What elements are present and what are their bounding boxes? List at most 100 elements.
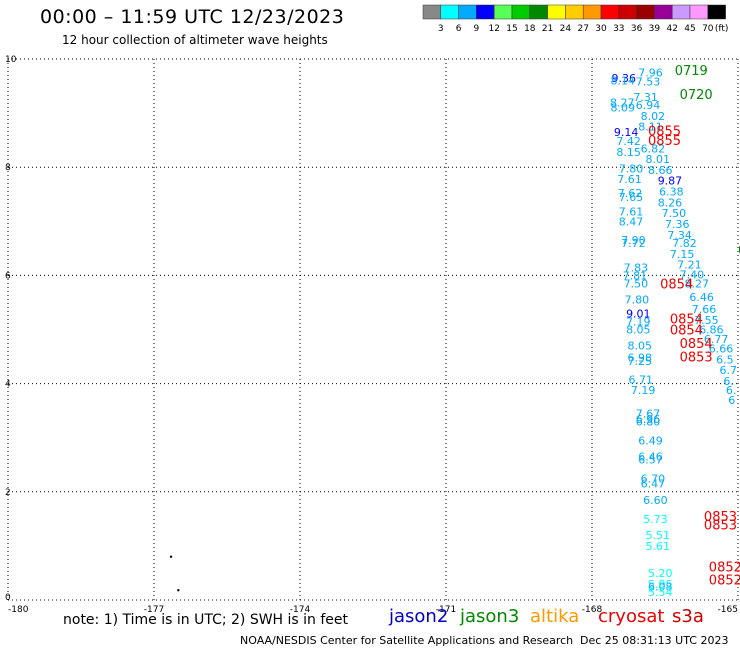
color-scale-label: 15 <box>506 24 517 34</box>
y-tick-label: 10 <box>5 55 17 65</box>
color-scale-label: 6 <box>456 24 462 34</box>
color-scale-label: 3 <box>438 24 444 34</box>
time-label: 0719 <box>675 64 708 79</box>
wave-height-label: 6.98 <box>628 352 653 365</box>
wave-height-label: 7.66 <box>692 303 717 316</box>
color-scale-swatch <box>707 4 726 20</box>
color-scale-legend: 3 6 9 12 15 18 21 24 27 30 33 36 39 42 45 70 (ft) <box>422 4 729 34</box>
wave-height-label: 7.61 <box>619 206 644 219</box>
x-tick-label: -165 <box>718 605 738 615</box>
chart-subtitle: 12 hour collection of altimeter wave hei… <box>62 33 328 47</box>
wave-height-label: 8.47 <box>619 215 644 228</box>
color-scale-unit: (ft) <box>715 24 729 34</box>
data-point <box>169 555 173 558</box>
wave-height-label: 5.54 <box>648 586 673 599</box>
satellite-legend-cryosat: cryosat <box>598 606 665 627</box>
wave-height-label: 6.57 <box>638 453 663 466</box>
color-scale-swatch <box>529 4 548 20</box>
x-tick-label: -177 <box>144 605 164 615</box>
wave-height-label: 5.95 <box>648 578 673 591</box>
wave-height-label: 7.50 <box>624 278 649 291</box>
wave-height-label: 6. <box>723 375 734 388</box>
color-scale-label: 45 <box>684 24 695 34</box>
satellite-legend-s3a: s3a <box>672 606 704 627</box>
time-label: 0720 <box>680 88 713 103</box>
wave-height-label: 7.61 <box>617 173 642 186</box>
color-scale-swatch <box>636 4 655 20</box>
color-scale-swatch <box>493 4 513 20</box>
wave-height-label: 6.60 <box>643 494 668 507</box>
wave-height-label: 8.05 <box>626 324 651 337</box>
chart-title: 00:00 – 11:59 UTC 12/23/2023 <box>40 6 345 28</box>
wave-height-label: 6.08 <box>648 580 673 593</box>
wave-height-label: 7.50 <box>662 207 687 220</box>
color-scale-swatch <box>582 4 602 20</box>
y-tick-label: 8 <box>5 163 11 173</box>
wave-height-label: 7.67 <box>636 407 661 420</box>
wave-height-label: 9.14 <box>614 126 639 139</box>
color-scale-label: 18 <box>524 24 536 34</box>
time-label: 0854 <box>670 324 703 339</box>
wave-height-label: 7.42 <box>616 135 641 148</box>
time-label: 0854 <box>680 337 713 352</box>
color-scale-swatch <box>689 4 709 20</box>
color-scale-label: 24 <box>560 24 572 34</box>
color-scale-label: 70 <box>702 24 714 34</box>
wave-height-label: 7.31 <box>633 91 658 104</box>
wave-height-label: 6. <box>726 384 737 397</box>
wave-height-label: 9.01 <box>626 307 651 320</box>
time-label: 0854 <box>670 313 703 328</box>
color-scale-swatch <box>458 4 477 20</box>
wave-height-label: 7.19 <box>626 315 651 328</box>
wave-height-label: 7.83 <box>624 261 649 274</box>
wave-height-label: 9.87 <box>658 175 683 188</box>
color-scale-label: 12 <box>488 24 499 34</box>
x-tick-label: -171 <box>436 605 456 615</box>
wave-height-label: 5.51 <box>646 529 671 542</box>
wave-height-label: 6.86 <box>699 324 724 337</box>
time-label: 0855 <box>648 134 681 149</box>
footer-timestamp: Dec 25 08:31:13 UTC 2023 <box>580 634 729 647</box>
color-scale-label: 42 <box>666 24 677 34</box>
color-scale-label: 30 <box>595 24 607 34</box>
wave-height-label: 6.71 <box>629 373 654 386</box>
wave-height-label: 8.27 <box>610 96 635 109</box>
wave-height-label: 6.46 <box>689 291 714 304</box>
wave-height-label: 7.90 <box>621 234 646 247</box>
satellite-legend-jason3: jason3 <box>460 606 520 627</box>
wave-height-label: 7.34 <box>667 229 692 242</box>
satellite-legend-jason2: jason2 <box>389 606 449 627</box>
color-scale-swatch <box>476 4 495 20</box>
wave-height-label: 7.82 <box>672 237 697 250</box>
wave-height-label: 8.09 <box>610 102 635 115</box>
wave-height-label: 6.47 <box>641 478 666 491</box>
time-label: 0855 <box>648 124 681 139</box>
time-label: 0853 <box>704 510 737 525</box>
color-scale-label: 33 <box>613 24 624 34</box>
wave-height-label: 6.49 <box>638 434 663 447</box>
y-tick-label: 6 <box>5 271 11 281</box>
y-tick-label: 0 <box>5 593 11 603</box>
color-scale-swatch <box>618 4 637 20</box>
wave-height-label: 8.05 <box>628 340 653 353</box>
color-scale-swatch <box>671 4 691 20</box>
color-scale-label: 36 <box>631 24 643 34</box>
color-scale-label: 27 <box>577 24 588 34</box>
wave-height-label: 7.53 <box>636 76 661 89</box>
wave-height-label: 7.96 <box>638 67 663 80</box>
data-point <box>177 589 180 592</box>
wave-height-label: 6.77 <box>704 333 729 346</box>
time-label: 0852 <box>709 560 740 575</box>
wave-height-label: 8.02 <box>641 110 666 123</box>
time-label: 0853 <box>704 518 737 533</box>
wave-height-label: 8.66 <box>648 164 673 177</box>
footer-note: note: 1) Time is in UTC; 2) SWH is in fe… <box>63 612 349 628</box>
wave-height-label: 5.20 <box>648 567 673 580</box>
color-scale-swatch <box>440 4 459 20</box>
color-scale-label: 9 <box>474 24 480 34</box>
chart-grid <box>7 58 739 601</box>
wave-height-label: 6.66 <box>709 342 734 355</box>
wave-height-label: 6.5 <box>716 353 734 366</box>
wave-height-label: 6.80 <box>636 415 661 428</box>
color-scale-label: 39 <box>649 24 661 34</box>
